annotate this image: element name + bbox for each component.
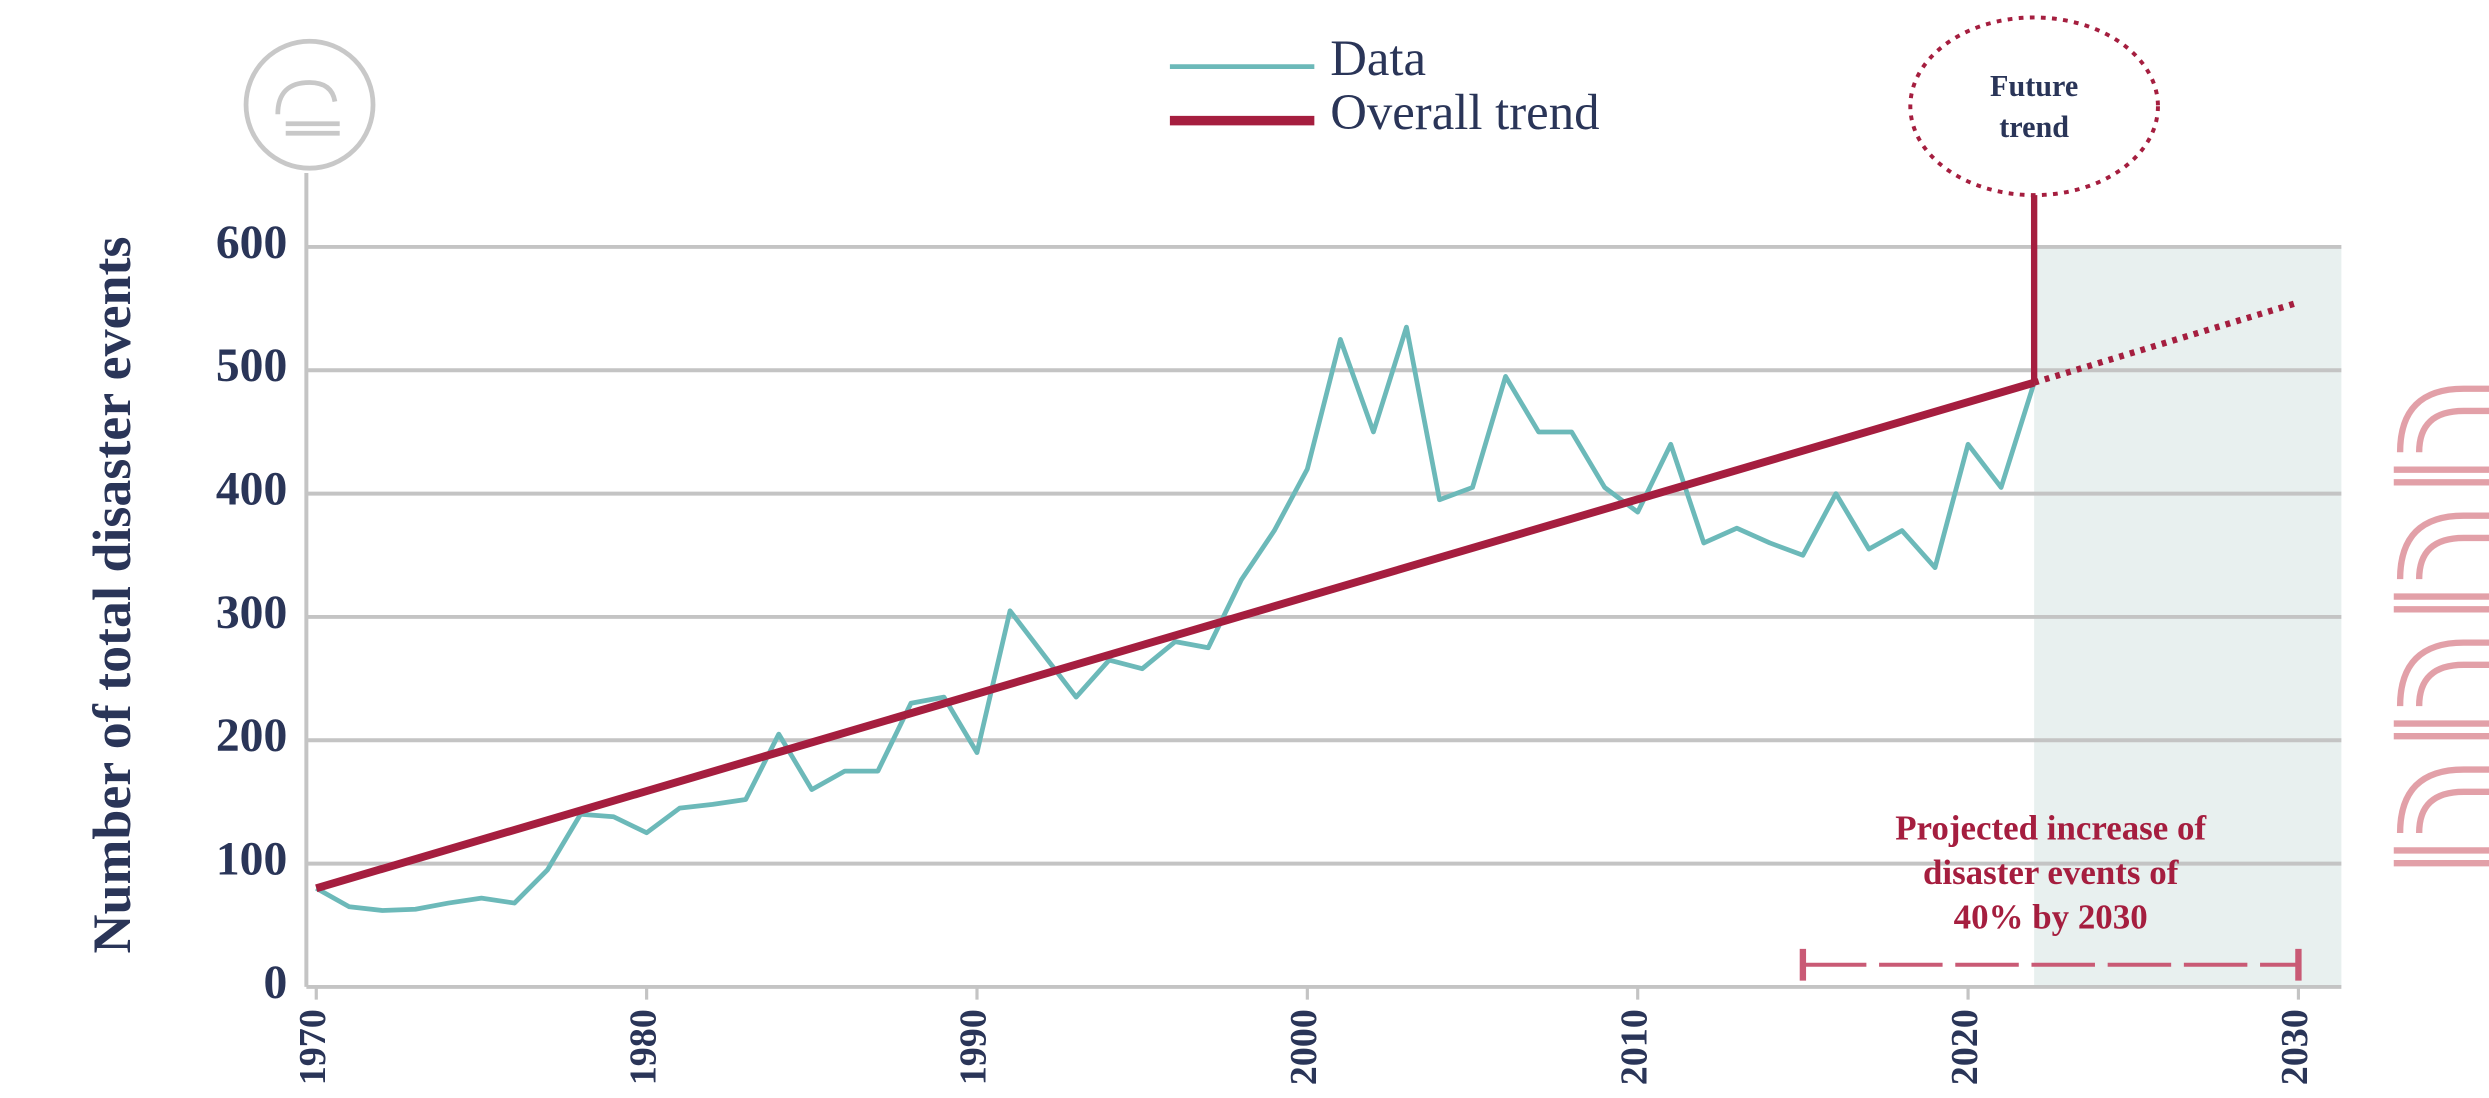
projected-label: 40% by 2030 (1954, 897, 2148, 936)
future-trend-line (2033, 299, 2300, 386)
x-tick-label: 2020 (1944, 1009, 1986, 1085)
x-tick-label: 2010 (1613, 1009, 1655, 1085)
y-tick-label: 200 (216, 710, 287, 762)
x-tick-label: 1980 (622, 1009, 664, 1085)
future-trend-label: trend (1999, 110, 2069, 144)
logo-icon (243, 38, 376, 171)
x-tick-label: 2000 (1283, 1009, 1325, 1085)
projected-label: Projected increase of (1895, 808, 2206, 847)
side-icons (2393, 385, 2489, 867)
x-tick-label: 2030 (2274, 1009, 2316, 1085)
legend-label: Data (1330, 30, 1426, 86)
y-tick-label: 600 (216, 217, 287, 269)
y-tick-label: 300 (216, 587, 287, 639)
trend-line (315, 378, 2036, 893)
legend-label: Overall trend (1330, 84, 1599, 140)
x-tick-label: 1990 (953, 1009, 995, 1085)
future-trend-label: Future (1990, 69, 2078, 103)
data-line (315, 324, 2037, 913)
y-tick-label: 100 (216, 834, 287, 886)
y-axis-label: Number of total disaster events (82, 237, 142, 954)
x-tick-label: 1970 (292, 1009, 334, 1085)
callout-circle (1908, 15, 2160, 198)
projected-label: disaster events of (1923, 853, 2179, 892)
y-tick-label: 400 (216, 464, 287, 516)
y-tick-label: 0 (263, 957, 287, 1009)
y-tick-label: 500 (216, 340, 287, 392)
